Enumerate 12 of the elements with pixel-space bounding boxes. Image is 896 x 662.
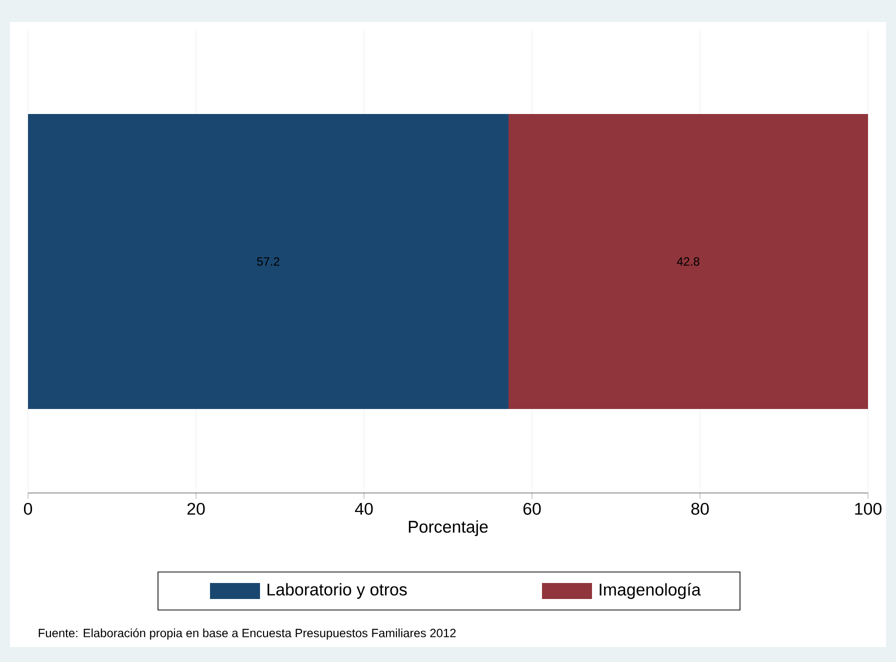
x-tick-label: 100 bbox=[855, 502, 882, 515]
source-note: Fuente: Elaboración propia en base a Encuesta Presupuestos Familiares 2012 bbox=[38, 628, 456, 640]
x-tick-label: 20 bbox=[187, 502, 205, 515]
x-tick-label: 80 bbox=[691, 502, 709, 515]
legend-label: Imagenología bbox=[600, 582, 701, 599]
x-tick-label: 0 bbox=[24, 502, 32, 515]
x-tick-label: 60 bbox=[523, 502, 541, 515]
legend-label: Laboratorio y otros bbox=[268, 583, 407, 599]
x-tick-label: 40 bbox=[354, 502, 373, 515]
x-axis-title: Porcentaje bbox=[408, 520, 488, 536]
data-label: 57.2 bbox=[257, 257, 280, 266]
data-label: 42.8 bbox=[676, 257, 700, 266]
